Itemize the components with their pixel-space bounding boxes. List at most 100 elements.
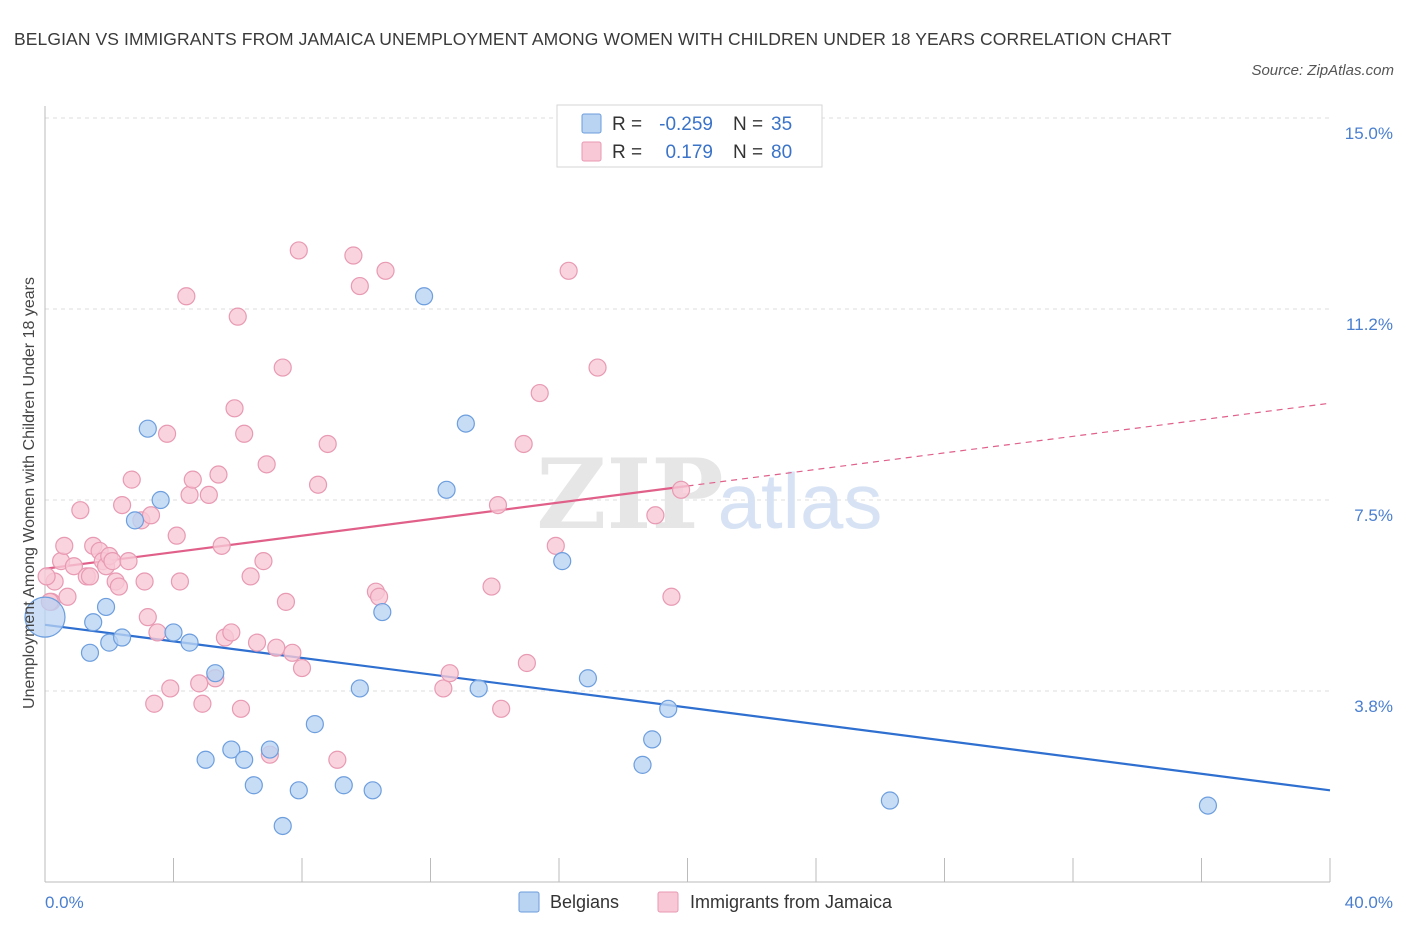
belgians-point-12 [196, 750, 215, 769]
x-tick-label-0: 0.0% [45, 893, 84, 912]
belgians-point-2 [80, 643, 100, 662]
jamaica-point-25 [148, 623, 167, 642]
belgians-point-22 [363, 781, 382, 800]
belgians-point-8 [151, 490, 170, 510]
jamaica-point-62 [370, 587, 389, 606]
jamaica-point-30 [177, 287, 196, 306]
belgians-point-25 [437, 480, 456, 499]
bottom-legend-label-jamaica: Immigrants from Jamaica [690, 892, 893, 912]
belgians-point-30 [633, 755, 652, 774]
belgians-point-13 [222, 740, 241, 759]
jamaica-point-22 [138, 608, 157, 627]
jamaica-point-33 [190, 674, 209, 693]
jamaica-point-75 [646, 506, 665, 525]
jamaica-point-72 [546, 536, 565, 555]
belgians-point-20 [334, 776, 353, 795]
jamaica-point-77 [671, 480, 691, 499]
bottom-legend-swatch-jamaica [657, 891, 679, 913]
y-tick-label-2: 11.2% [1346, 315, 1393, 334]
stats-legend: R = -0.259 N = 35 R = 0.179 N = 80 [556, 104, 823, 168]
jamaica-point-44 [235, 424, 254, 443]
jamaica-point-35 [199, 485, 218, 505]
belgians-point-9 [164, 623, 183, 642]
jamaica-point-68 [492, 699, 511, 718]
jamaica-point-23 [141, 506, 161, 525]
legend-swatch-jamaica [581, 141, 602, 162]
jamaica-point-24 [145, 694, 164, 713]
jamaica-point-26 [157, 424, 177, 443]
jamaica-point-41 [225, 399, 244, 418]
belgians-point-3 [96, 597, 116, 617]
jamaica-point-16 [109, 577, 128, 596]
jamaica-point-52 [276, 592, 296, 611]
belgians-point-28 [553, 552, 572, 571]
belgians-point-18 [289, 781, 308, 800]
jamaica-point-19 [122, 470, 141, 489]
jamaica-point-58 [328, 750, 347, 769]
trendline-dashed-1 [687, 402, 1331, 487]
jamaica-point-51 [273, 358, 292, 377]
belgians-point-14 [235, 750, 254, 769]
jamaica-point-27 [161, 679, 180, 698]
trendline-solid-1 [44, 484, 688, 570]
jamaica-point-3 [55, 536, 74, 555]
belgians-point-19 [305, 715, 324, 734]
jamaica-point-8 [80, 567, 100, 586]
chart-source: Source: ZipAtlas.com [1251, 62, 1394, 79]
jamaica-point-43 [231, 699, 251, 718]
legend-n-value-2: 80 [771, 142, 792, 163]
legend-swatch-belgians [581, 113, 602, 134]
belgians-point-23 [373, 602, 392, 622]
jamaica-point-76 [662, 587, 681, 606]
jamaica-point-56 [308, 475, 328, 494]
jamaica-point-4 [58, 587, 77, 606]
jamaica-point-28 [167, 526, 186, 545]
data-points [24, 241, 1218, 836]
jamaica-point-64 [434, 679, 453, 698]
jamaica-point-50 [267, 638, 286, 657]
y-tick-label-0: 3.8% [1354, 697, 1393, 716]
belgians-point-0 [24, 596, 66, 638]
jamaica-point-18 [119, 552, 138, 571]
legend-r-label-1: R = [612, 114, 642, 135]
y-tick-label-1: 7.5% [1354, 506, 1393, 525]
belgians-point-29 [578, 669, 598, 688]
legend-n-label-1: N = [733, 114, 763, 135]
legend-n-value-1: 35 [771, 114, 792, 135]
belgians-point-33 [880, 791, 899, 810]
jamaica-point-63 [376, 261, 395, 280]
belgians-point-10 [180, 633, 199, 652]
chart-title: BELGIAN VS IMMIGRANTS FROM JAMAICA UNEMP… [14, 29, 1172, 49]
belgians-point-26 [456, 414, 475, 433]
belgians-point-16 [260, 740, 279, 759]
jamaica-point-70 [514, 434, 533, 454]
jamaica-point-38 [212, 536, 231, 555]
jamaica-point-14 [103, 552, 122, 571]
jamaica-point-74 [588, 358, 607, 377]
jamaica-point-46 [247, 633, 267, 652]
jamaica-point-37 [209, 465, 228, 484]
legend-n-label-2: N = [733, 142, 763, 163]
jamaica-point-29 [170, 572, 190, 591]
belgians-point-21 [350, 679, 369, 698]
jamaica-point-69 [517, 653, 536, 673]
jamaica-point-45 [241, 567, 260, 586]
y-tick-labels: 3.8% 7.5% 11.2% 15.0% [1345, 124, 1393, 716]
jamaica-point-42 [228, 307, 247, 326]
jamaica-point-48 [257, 455, 276, 474]
belgians-point-7 [125, 511, 145, 530]
trendlines [44, 402, 1331, 792]
legend-r-value-1: -0.259 [659, 114, 713, 135]
belgians-point-27 [469, 679, 488, 698]
axes [44, 106, 1331, 883]
jamaica-point-73 [559, 261, 578, 280]
belgians-point-31 [643, 730, 662, 749]
jamaica-point-54 [289, 241, 308, 260]
jamaica-point-67 [488, 495, 508, 515]
bottom-legend-swatch-belgians [518, 891, 540, 913]
belgians-point-24 [414, 287, 434, 306]
belgians-point-11 [206, 664, 225, 683]
jamaica-point-34 [193, 694, 212, 713]
y-axis-label: Unemployment Among Women with Children U… [21, 277, 38, 709]
